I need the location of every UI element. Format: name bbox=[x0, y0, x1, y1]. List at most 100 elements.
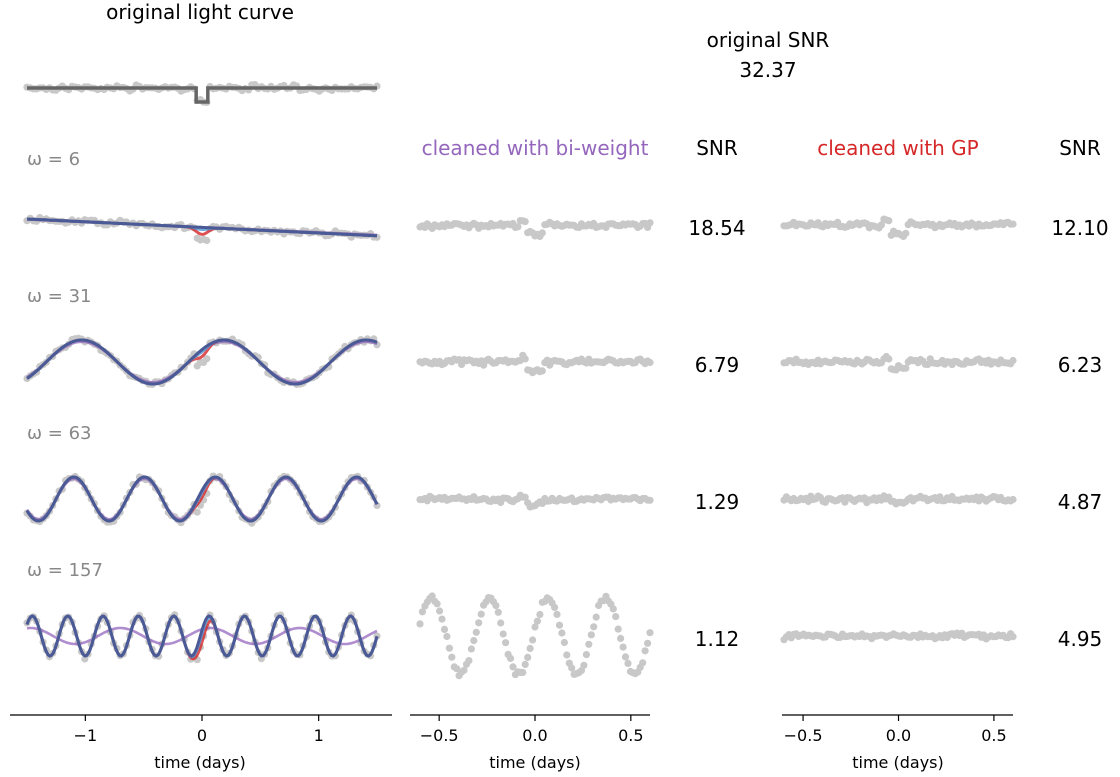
biweight-point-r4-49 bbox=[536, 610, 544, 619]
gp-point-r1-94 bbox=[1009, 220, 1017, 228]
biweight-point-r4-45 bbox=[526, 644, 534, 653]
x-tick-label-biweight-2: 0.5 bbox=[618, 726, 643, 745]
biweight-point-r4-47 bbox=[531, 623, 539, 631]
gp-point-r1-50 bbox=[902, 229, 910, 237]
biweight-point-r4-37 bbox=[506, 654, 515, 663]
biweight-point-r4-82 bbox=[617, 634, 625, 643]
x-tick-label-biweight-0: −0.5 bbox=[420, 726, 459, 745]
biweight-point-r4-7 bbox=[433, 600, 441, 608]
biweight-point-r4-23 bbox=[472, 628, 480, 636]
biweight-point-r4-71 bbox=[590, 623, 598, 631]
biweight-point-r4-60 bbox=[563, 651, 571, 659]
biweight-point-r4-21 bbox=[467, 645, 475, 653]
biweight-point-r4-22 bbox=[470, 637, 478, 645]
biweight-point-r2-94 bbox=[646, 358, 654, 367]
orig-point-r1-56 bbox=[203, 236, 211, 245]
biweight-title: cleaned with bi-weight bbox=[422, 136, 649, 160]
biweight-point-r4-72 bbox=[592, 613, 600, 621]
snr-header-biweight: SNR bbox=[696, 136, 738, 160]
snr-gp-2: 6.23 bbox=[1058, 353, 1103, 377]
biweight-point-r4-93 bbox=[644, 639, 652, 647]
biweight-point-r4-35 bbox=[502, 639, 510, 647]
x-tick-label-original-2: 1 bbox=[314, 726, 324, 745]
x-tick-label-original-1: 0 bbox=[197, 726, 207, 745]
original-snr-value: 32.37 bbox=[739, 58, 796, 82]
biweight-point-r4-42 bbox=[519, 668, 527, 677]
biweight-point-r4-25 bbox=[477, 610, 485, 618]
axes-layer: −1 0 1 −0.5 0.0 0.5 −0.5 0.0 0.5 bbox=[10, 714, 1013, 745]
biweight-point-r4-11 bbox=[443, 632, 451, 641]
biweight-point-r1-94 bbox=[646, 219, 654, 227]
biweight-point-r2-43 bbox=[521, 355, 529, 363]
data-points-layer bbox=[23, 81, 1017, 680]
biweight-point-r4-68 bbox=[582, 651, 591, 659]
biweight-point-r3-43 bbox=[521, 493, 529, 501]
snr-biweight-1: 18.54 bbox=[688, 216, 745, 240]
biweight-point-r3-94 bbox=[646, 496, 654, 504]
transit-model-line bbox=[27, 86, 377, 104]
biweight-point-r4-84 bbox=[621, 653, 630, 661]
biweight-point-r4-62 bbox=[568, 664, 576, 672]
biweight-point-r4-94 bbox=[646, 629, 654, 637]
x-tick-label-original-0: −1 bbox=[74, 726, 98, 745]
biweight-point-r4-8 bbox=[436, 607, 444, 615]
trend-dark-r3 bbox=[25, 475, 379, 523]
biweight-point-r4-56 bbox=[553, 610, 561, 619]
trend-dark-r2 bbox=[26, 338, 378, 386]
orig-point-r3-53 bbox=[193, 508, 201, 516]
omega-label-1: ω = 6 bbox=[27, 149, 80, 170]
orig-point-r2-56 bbox=[203, 355, 211, 363]
snr-gp-1: 12.10 bbox=[1051, 216, 1108, 240]
x-tick-label-gp-1: 0.0 bbox=[886, 726, 911, 745]
biweight-point-r4-79 bbox=[609, 605, 617, 613]
biweight-point-r4-57 bbox=[555, 621, 564, 629]
trend-dark-r4 bbox=[25, 614, 379, 658]
biweight-point-r1-43 bbox=[521, 218, 529, 226]
biweight-point-r4-38 bbox=[509, 663, 517, 671]
gp-point-r3-94 bbox=[1009, 495, 1017, 504]
biweight-point-r4-9 bbox=[438, 615, 446, 623]
biweight-point-r2-50 bbox=[538, 367, 546, 375]
biweight-point-r4-34 bbox=[499, 630, 507, 638]
biweight-point-r4-59 bbox=[560, 638, 569, 647]
biweight-point-r4-58 bbox=[558, 629, 566, 637]
biweight-point-r4-85 bbox=[624, 659, 632, 668]
xlabel-biweight: time (days) bbox=[489, 753, 580, 772]
biweight-point-r4-31 bbox=[492, 602, 500, 610]
biweight-point-r4-80 bbox=[612, 613, 620, 621]
biweight-point-r1-50 bbox=[538, 229, 546, 237]
biweight-point-r4-67 bbox=[580, 661, 588, 669]
snr-biweight-3: 1.29 bbox=[695, 490, 740, 514]
x-tick-label-gp-0: −0.5 bbox=[784, 726, 823, 745]
biweight-point-r4-13 bbox=[448, 653, 456, 661]
trend-dark-r1 bbox=[26, 217, 378, 238]
biweight-point-r4-10 bbox=[440, 625, 449, 634]
snr-header-gp: SNR bbox=[1059, 136, 1101, 160]
gp-point-r4-94 bbox=[1009, 633, 1017, 641]
gp-point-r2-43 bbox=[885, 355, 893, 363]
trend-lines-layer bbox=[25, 86, 379, 661]
biweight-point-r4-44 bbox=[524, 653, 532, 662]
biweight-point-r4-33 bbox=[497, 619, 505, 627]
gp-point-r2-50 bbox=[902, 364, 910, 372]
snr-biweight-2: 6.79 bbox=[695, 353, 740, 377]
snr-gp-4: 4.95 bbox=[1058, 627, 1103, 651]
biweight-point-r4-18 bbox=[460, 666, 468, 674]
biweight-point-r4-70 bbox=[587, 631, 595, 639]
omega-label-2: ω = 31 bbox=[27, 286, 92, 307]
snr-biweight-4: 1.12 bbox=[695, 627, 740, 651]
biweight-point-r1-40 bbox=[514, 223, 522, 231]
biweight-point-r4-32 bbox=[494, 608, 502, 616]
biweight-point-r4-1 bbox=[418, 608, 426, 616]
omega-label-3: ω = 63 bbox=[27, 423, 92, 444]
biweight-point-r4-83 bbox=[619, 643, 627, 651]
omega-label-4: ω = 157 bbox=[27, 560, 103, 581]
biweight-point-r4-46 bbox=[529, 636, 537, 644]
gp-point-r1-43 bbox=[885, 217, 893, 225]
biweight-point-r4-43 bbox=[521, 660, 529, 669]
biweight-point-r4-92 bbox=[641, 647, 649, 655]
original-title: original light curve bbox=[106, 0, 294, 24]
biweight-point-r4-81 bbox=[614, 625, 622, 633]
x-tick-label-biweight-1: 0.0 bbox=[522, 726, 547, 745]
